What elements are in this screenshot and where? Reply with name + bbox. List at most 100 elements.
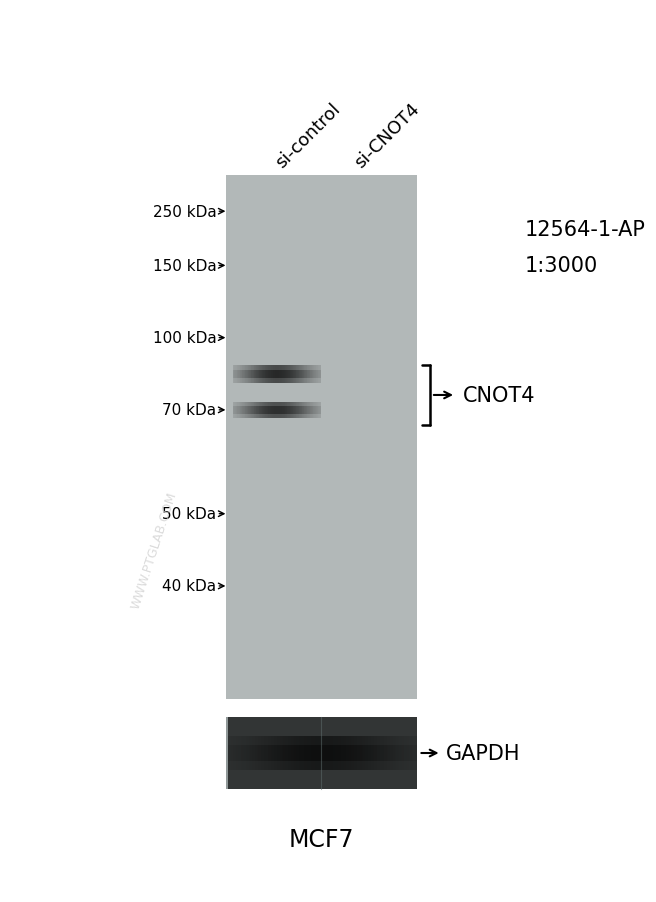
Bar xyxy=(288,736,289,770)
Bar xyxy=(324,736,325,770)
Bar xyxy=(365,736,366,770)
Bar xyxy=(310,745,312,761)
Bar xyxy=(289,736,291,770)
Bar xyxy=(249,736,250,770)
Bar xyxy=(233,745,235,761)
Bar xyxy=(282,402,283,419)
Bar xyxy=(248,365,249,383)
Bar xyxy=(267,402,268,419)
Bar xyxy=(300,365,302,383)
Bar xyxy=(344,745,346,761)
Bar xyxy=(309,365,310,383)
Bar xyxy=(319,407,320,414)
Bar xyxy=(323,745,324,761)
Bar xyxy=(262,365,263,383)
Bar xyxy=(266,407,267,414)
Bar xyxy=(249,370,250,378)
Bar xyxy=(258,370,259,378)
Bar xyxy=(306,407,307,414)
Bar xyxy=(329,745,330,761)
Bar xyxy=(283,370,284,378)
Bar xyxy=(274,736,276,770)
Bar xyxy=(299,365,300,383)
Bar xyxy=(293,736,294,770)
Bar xyxy=(286,736,288,770)
Bar xyxy=(313,365,314,383)
Bar xyxy=(337,736,338,770)
Bar xyxy=(280,365,281,383)
Bar xyxy=(233,407,234,414)
Bar xyxy=(264,402,265,419)
Bar xyxy=(349,736,351,770)
Bar xyxy=(388,736,390,770)
Bar xyxy=(275,370,276,378)
Bar xyxy=(275,365,276,383)
Bar xyxy=(317,407,318,414)
Bar xyxy=(252,407,253,414)
Bar xyxy=(320,407,321,414)
Bar xyxy=(284,370,285,378)
Bar xyxy=(309,407,310,414)
Bar xyxy=(279,365,280,383)
Bar xyxy=(234,407,235,414)
Bar xyxy=(280,370,281,378)
Bar xyxy=(260,365,261,383)
Bar xyxy=(261,370,262,378)
Bar xyxy=(319,365,320,383)
Bar xyxy=(263,370,264,378)
Bar xyxy=(247,736,249,770)
Bar xyxy=(405,736,407,770)
Bar xyxy=(270,407,272,414)
Bar xyxy=(384,736,385,770)
Bar xyxy=(251,407,252,414)
Bar xyxy=(318,407,319,414)
Bar xyxy=(258,365,259,383)
Bar xyxy=(251,402,252,419)
Bar xyxy=(263,745,264,761)
Bar xyxy=(281,365,282,383)
Bar xyxy=(294,365,295,383)
Bar xyxy=(321,745,323,761)
Bar xyxy=(268,365,269,383)
Bar xyxy=(245,736,247,770)
Bar xyxy=(271,736,272,770)
Bar xyxy=(234,402,235,419)
Bar xyxy=(245,745,247,761)
Bar xyxy=(237,365,238,383)
Bar xyxy=(363,736,365,770)
Bar xyxy=(314,365,315,383)
Bar xyxy=(312,736,313,770)
Bar xyxy=(300,407,301,414)
Bar xyxy=(317,370,318,378)
Bar xyxy=(395,745,396,761)
Bar xyxy=(306,370,307,378)
Bar xyxy=(236,745,237,761)
Bar xyxy=(259,370,260,378)
Bar xyxy=(260,745,261,761)
Bar xyxy=(330,736,332,770)
Bar xyxy=(253,402,255,419)
Bar xyxy=(407,736,409,770)
Bar xyxy=(272,402,273,419)
Bar xyxy=(274,365,275,383)
Bar xyxy=(278,365,279,383)
Text: si-CNOT4: si-CNOT4 xyxy=(352,99,423,171)
Bar xyxy=(264,736,266,770)
Bar xyxy=(407,745,409,761)
Bar xyxy=(236,736,237,770)
Bar xyxy=(398,736,400,770)
Bar xyxy=(247,407,248,414)
Bar xyxy=(230,745,232,761)
Bar xyxy=(276,736,277,770)
Bar xyxy=(293,365,294,383)
Bar xyxy=(299,402,300,419)
Bar xyxy=(314,370,315,378)
Bar xyxy=(352,736,354,770)
Bar xyxy=(303,402,304,419)
Bar xyxy=(317,402,318,419)
Bar xyxy=(252,365,253,383)
Bar xyxy=(241,365,243,383)
Bar xyxy=(373,736,374,770)
Bar xyxy=(236,407,237,414)
Bar xyxy=(308,365,309,383)
